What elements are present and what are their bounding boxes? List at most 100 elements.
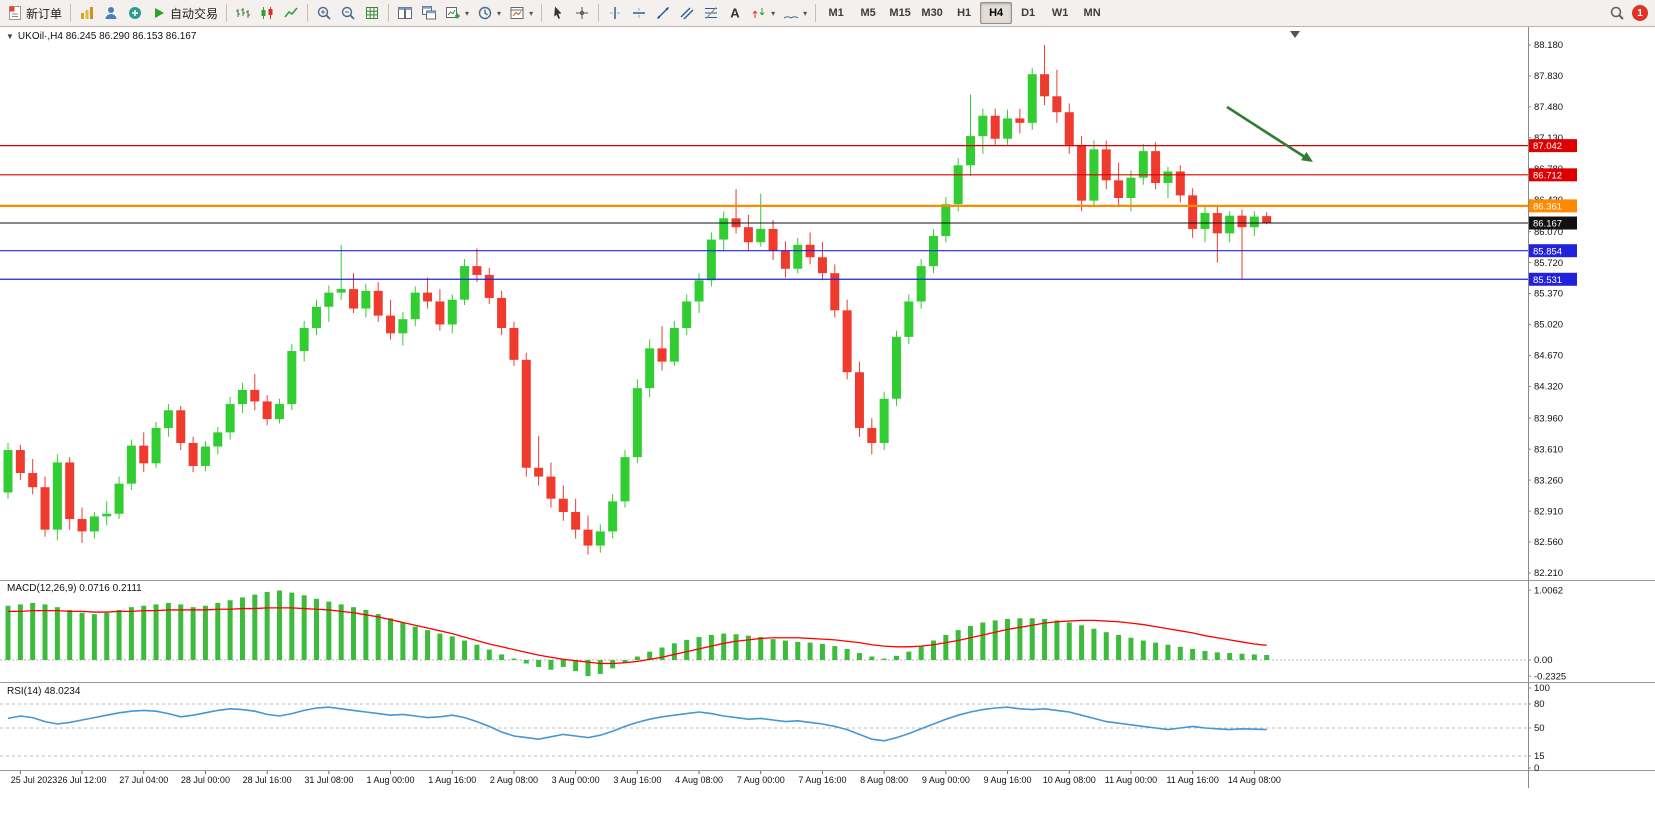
time-axis-label: 9 Aug 16:00 <box>984 775 1032 785</box>
timeframe-button-M1[interactable]: M1 <box>828 7 844 19</box>
svg-text:-0.2325: -0.2325 <box>1534 671 1566 682</box>
candle <box>423 277 433 309</box>
chevron-down-icon: ▾ <box>529 8 534 18</box>
candle <box>608 494 618 539</box>
text-button[interactable]: A <box>723 1 747 25</box>
search-icon[interactable] <box>1609 5 1625 21</box>
svg-text:100: 100 <box>1534 683 1550 694</box>
candle <box>1175 165 1185 203</box>
svg-text:0.00: 0.00 <box>1534 655 1553 666</box>
tile-windows-button[interactable] <box>393 1 417 25</box>
annotation-arrow[interactable] <box>1226 105 1313 162</box>
zoom-in-button[interactable] <box>312 1 336 25</box>
fibonacci-button[interactable] <box>699 1 723 25</box>
zoom-out-button[interactable] <box>336 1 360 25</box>
market-watch-button[interactable] <box>123 1 147 25</box>
svg-text:0: 0 <box>1534 763 1539 774</box>
profile-button[interactable] <box>99 1 123 25</box>
cycles-button[interactable]: ▾ <box>779 1 811 25</box>
period-button[interactable]: ▾ <box>473 1 505 25</box>
candle <box>509 321 519 367</box>
charts-button[interactable] <box>75 1 99 25</box>
price-axis-label: 83.960 <box>1534 413 1563 424</box>
price-axis-label: 87.130 <box>1534 133 1563 144</box>
grid-button[interactable] <box>360 1 384 25</box>
candle <box>645 339 655 397</box>
channel-button[interactable] <box>675 1 699 25</box>
candle-chart-button[interactable] <box>255 1 279 25</box>
candle <box>188 436 198 473</box>
bar-chart-button[interactable] <box>231 1 255 25</box>
candle <box>89 511 99 539</box>
vertical-line-button[interactable] <box>603 1 627 25</box>
candle <box>1101 140 1111 190</box>
candle <box>386 299 396 340</box>
candle <box>731 189 741 234</box>
candle <box>1188 188 1198 238</box>
time-axis-label: 1 Aug 16:00 <box>428 775 476 785</box>
candle <box>213 427 223 455</box>
price-tag-86.712: 86.712 <box>1529 168 1577 181</box>
time-axis-label: 3 Aug 16:00 <box>613 775 661 785</box>
svg-text:87.042: 87.042 <box>1533 141 1562 152</box>
chart-shift-marker[interactable] <box>1290 31 1300 38</box>
candle <box>793 237 803 274</box>
candle <box>435 289 445 331</box>
line-chart-button[interactable] <box>279 1 303 25</box>
timeframe-button-H1[interactable]: H1 <box>957 7 972 19</box>
candle <box>1262 212 1272 225</box>
chart-symbol-dropdown-icon[interactable]: ▼ <box>6 32 14 41</box>
new-chart-button[interactable]: ▾ <box>441 1 473 25</box>
candle <box>904 294 914 344</box>
timeframe-button-M30[interactable]: M30 <box>921 7 943 19</box>
timeframe-button-D1[interactable]: D1 <box>1021 7 1036 19</box>
candle <box>768 220 778 260</box>
cascade-windows-button[interactable] <box>417 1 441 25</box>
svg-text:86.167: 86.167 <box>1533 219 1562 230</box>
candle <box>472 248 482 283</box>
candle <box>756 193 766 247</box>
candle <box>657 326 667 371</box>
candle <box>361 283 371 318</box>
time-axis-label: 28 Jul 00:00 <box>181 775 230 785</box>
crosshair-button[interactable] <box>570 1 594 25</box>
arrows-button[interactable]: ▾ <box>747 1 779 25</box>
candle <box>595 524 605 553</box>
candle <box>139 432 149 473</box>
timeframe-button-M5[interactable]: M5 <box>860 7 876 19</box>
price-axis-label: 87.830 <box>1534 71 1563 82</box>
toolbar-separator <box>70 4 72 22</box>
time-axis-label: 10 Aug 08:00 <box>1043 775 1096 785</box>
chevron-down-icon: ▾ <box>771 8 776 18</box>
trendline-button[interactable] <box>651 1 675 25</box>
time-axis-label: 3 Aug 00:00 <box>552 775 600 785</box>
time-axis-label: 27 Jul 04:00 <box>119 775 168 785</box>
toolbar: 新订单 自动交易 ▾ ▾ ▾ A ▾ ▾ M1 M5 M15 M30 H1 H4 D1 W1 MN 1 <box>0 0 1655 27</box>
line-chart-icon <box>283 5 299 21</box>
tile-windows-icon <box>397 5 413 21</box>
notification-badge[interactable]: 1 <box>1632 5 1648 21</box>
timeframe-button-H4[interactable]: H4 <box>980 2 1013 24</box>
time-axis-label: 8 Aug 08:00 <box>860 775 908 785</box>
time-axis-label: 2 Aug 08:00 <box>490 775 538 785</box>
toolbar-right: 1 <box>1609 5 1652 21</box>
cursor-button[interactable] <box>546 1 570 25</box>
candle <box>1027 67 1037 130</box>
price-axis-label: 84.670 <box>1534 351 1563 362</box>
timeframe-button-M15[interactable]: M15 <box>889 7 911 19</box>
candle <box>324 285 334 322</box>
auto-trading-button[interactable]: 自动交易 <box>147 1 222 25</box>
candle <box>262 395 272 426</box>
svg-text:85.531: 85.531 <box>1533 275 1562 286</box>
timeframe-button-W1[interactable]: W1 <box>1051 7 1069 19</box>
candle <box>743 214 753 252</box>
new-order-button[interactable]: 新订单 <box>3 1 66 25</box>
template-button[interactable]: ▾ <box>505 1 537 25</box>
time-axis-label: 28 Jul 16:00 <box>243 775 292 785</box>
toolbar-separator <box>388 4 390 22</box>
horizontal-line-button[interactable] <box>627 1 651 25</box>
period-icon <box>477 5 493 21</box>
channel-icon <box>679 5 695 21</box>
timeframe-button-MN[interactable]: MN <box>1083 7 1101 19</box>
